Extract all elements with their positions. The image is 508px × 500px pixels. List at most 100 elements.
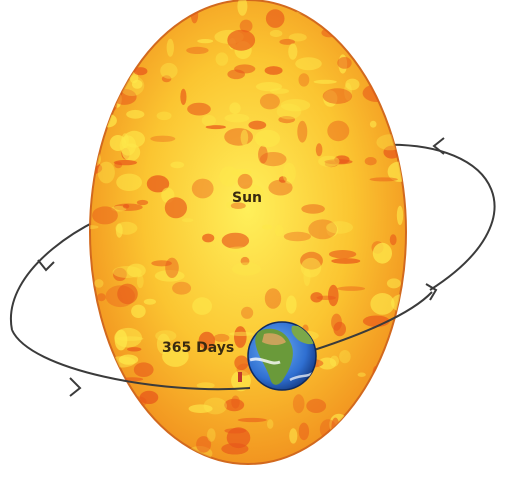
sun-texture-spot <box>229 331 255 336</box>
sun-texture-spot <box>170 0 181 7</box>
sun-texture-spot <box>129 0 156 15</box>
sun-texture-spot <box>115 221 138 235</box>
orbit-arrow-icons <box>37 137 445 397</box>
sun-texture-spot <box>202 233 215 243</box>
sun-texture-spot <box>369 177 398 182</box>
sun-texture-spot <box>364 157 377 166</box>
sun-texture-spot <box>90 356 104 374</box>
sun-texture-spot <box>116 173 142 191</box>
sun-texture-spot <box>114 327 142 348</box>
sun-texture-spot <box>215 52 229 66</box>
sun-texture-spot <box>376 134 404 151</box>
sun-texture-spot <box>116 400 128 411</box>
sun-texture-spot <box>97 293 106 302</box>
sun-texture-spot <box>207 428 216 442</box>
sun-texture-spot <box>196 436 212 453</box>
sun-texture-spot <box>288 43 298 60</box>
sun-texture-spot <box>230 202 246 209</box>
sun-texture-spot <box>362 84 391 102</box>
sun-texture-spot <box>166 38 174 57</box>
sun-texture-spot <box>127 347 142 352</box>
sun-texture-spot <box>90 11 117 26</box>
sun-texture-spot <box>213 333 230 342</box>
sun-texture-spot <box>120 0 145 18</box>
earth-asia-landmass <box>291 325 316 345</box>
sun-texture-spot <box>139 390 159 404</box>
earth <box>247 321 317 391</box>
sun-texture-spot <box>198 331 215 350</box>
sun-texture-spot <box>118 354 139 365</box>
sun-texture-spot <box>160 62 178 79</box>
arrow-right-icon <box>425 283 438 301</box>
sun-texture-spot <box>113 159 137 166</box>
sun-texture-spot <box>108 50 120 56</box>
sun-texture-spot <box>388 338 406 356</box>
sun-texture-spot <box>254 129 281 148</box>
sun-texture-spot <box>283 231 311 242</box>
sun-texture-spot <box>305 455 325 460</box>
sun-texture-spot <box>90 342 102 360</box>
sun-texture-spot <box>274 224 284 237</box>
sun-texture-spot <box>297 120 308 143</box>
sun-texture-spot <box>136 199 149 206</box>
sun-texture-spot <box>353 404 377 417</box>
sun-texture-spot <box>393 387 400 407</box>
sun-texture-spot <box>122 204 130 209</box>
sun-texture-spot <box>262 224 273 230</box>
sun-texture-spot <box>219 166 239 187</box>
sun-texture-spot <box>238 184 264 203</box>
sun-texture-spot <box>337 286 366 291</box>
sun-texture-spot <box>133 362 154 378</box>
sun-texture-spot <box>386 70 406 78</box>
sun-texture-spot <box>394 427 406 442</box>
sun-label: Sun <box>232 190 262 206</box>
sun-texture-spot <box>328 250 357 259</box>
sun-texture-spot <box>362 429 378 451</box>
sun-texture-spot <box>376 435 385 454</box>
sun-texture-spot <box>318 155 340 167</box>
sun-texture-spot <box>237 173 253 189</box>
sun-texture-spot <box>239 19 253 33</box>
sun-texture-spot <box>94 279 104 288</box>
earth-desert-region <box>262 333 286 345</box>
sun-texture-spot <box>288 33 307 42</box>
sun-texture-spot <box>337 57 352 69</box>
arrow-bottom-left-icon <box>69 377 82 397</box>
sun-texture-spot <box>369 120 377 128</box>
sun-texture-spot <box>367 48 391 65</box>
sun-texture-spot <box>136 274 144 289</box>
sun-texture-spot <box>278 176 287 183</box>
sun-texture-spot <box>227 246 251 253</box>
sun-texture-spot <box>191 178 214 199</box>
sun-texture-spot <box>224 428 247 434</box>
sun-texture-spot <box>267 419 274 429</box>
sun-texture-spot <box>150 135 176 142</box>
sun-texture-spot <box>108 73 126 82</box>
sun-texture-spot <box>258 145 268 164</box>
sun-texture-spot <box>391 9 406 23</box>
sun-texture-spot <box>156 333 171 354</box>
sun-texture-spot <box>224 113 250 123</box>
sun-texture-spot <box>264 288 282 309</box>
sun-texture-spot <box>187 102 211 116</box>
sun-texture-spot <box>264 66 283 75</box>
sun-texture-spot <box>104 402 125 414</box>
sun-texture-spot <box>226 200 239 210</box>
sun-texture-spot <box>383 0 398 8</box>
sun-texture-spot <box>313 79 337 84</box>
sun-texture-spot <box>269 29 283 38</box>
sun-texture-spot <box>196 382 215 389</box>
sun-texture-spot <box>90 225 99 230</box>
sun-texture-spot <box>333 26 340 35</box>
sun-texture-spot <box>240 256 250 266</box>
orbit-front-arc <box>11 291 433 391</box>
sun-texture-spot <box>339 350 351 364</box>
orbit-period-label: 365 Days <box>162 340 234 356</box>
sun-texture-spot <box>318 357 337 370</box>
sun-texture-spot <box>268 179 293 196</box>
sun-texture-spot <box>324 159 353 165</box>
sun-texture-spot <box>224 398 245 412</box>
sun-texture-spot <box>310 292 323 303</box>
sun-texture-spot <box>130 396 147 408</box>
